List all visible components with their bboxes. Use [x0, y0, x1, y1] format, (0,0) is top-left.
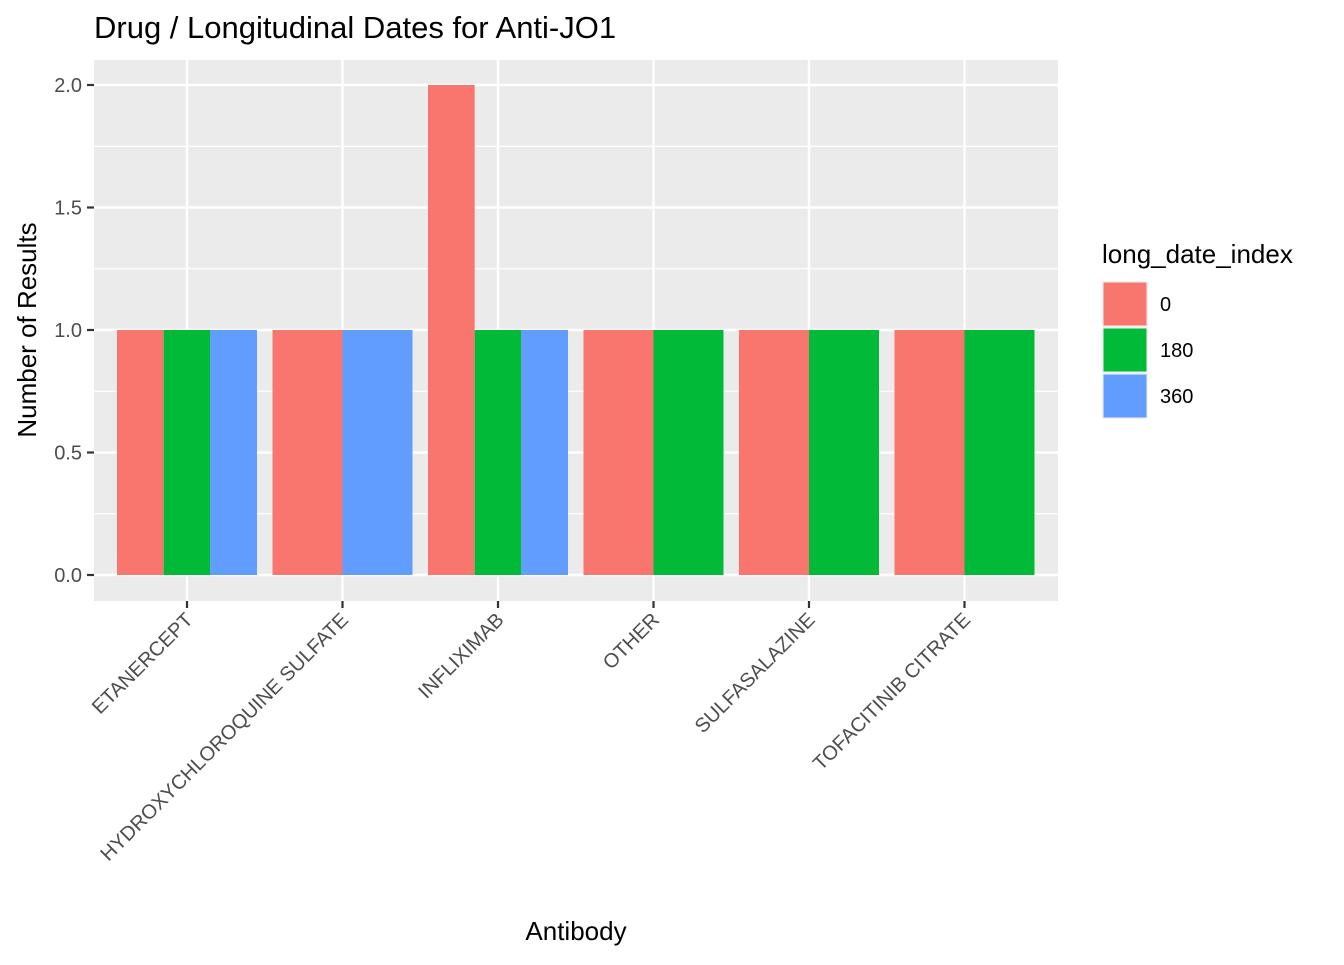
bar — [964, 330, 1035, 575]
y-axis: 0.0 0.5 1.0 1.5 2.0 — [54, 75, 94, 587]
bar — [583, 330, 654, 575]
bars — [117, 85, 1035, 575]
legend-key — [1103, 282, 1147, 326]
bar — [210, 330, 257, 575]
y-tick-label: 2.0 — [54, 75, 82, 97]
legend-key — [1103, 328, 1147, 372]
legend-label: 180 — [1160, 340, 1193, 362]
bar — [739, 330, 809, 575]
bar — [272, 330, 343, 575]
bar — [428, 85, 475, 575]
y-tick-label: 1.0 — [54, 320, 82, 342]
x-tick-label: HYDROXYCHLOROQUINE SULFATE — [96, 609, 353, 866]
bar — [342, 330, 413, 575]
legend-label: 360 — [1160, 386, 1193, 408]
x-tick-label: SULFASALAZINE — [691, 609, 820, 738]
legend: long_date_index 0 180 360 — [1102, 239, 1293, 419]
bar — [521, 330, 568, 575]
x-tick-label: ETANERCEPT — [88, 609, 198, 719]
bar — [474, 330, 522, 575]
bar — [163, 330, 211, 575]
legend-key — [1103, 374, 1147, 418]
y-tick-label: 0.5 — [54, 443, 82, 465]
legend-label: 0 — [1160, 294, 1171, 316]
legend-title: long_date_index — [1102, 239, 1293, 269]
bar — [653, 330, 724, 575]
bar — [117, 330, 164, 575]
bar — [809, 330, 879, 575]
x-axis-label: Antibody — [525, 916, 626, 946]
y-axis-label: Number of Results — [12, 222, 42, 437]
x-tick-label: OTHER — [599, 609, 664, 674]
x-tick-label: INFLIXIMAB — [414, 609, 508, 703]
x-tick-label: TOFACITINIB CITRATE — [809, 609, 975, 775]
y-tick-label: 1.5 — [54, 198, 82, 220]
y-tick-label: 0.0 — [54, 565, 82, 587]
bar — [894, 330, 965, 575]
chart-title: Drug / Longitudinal Dates for Anti-JO1 — [94, 10, 616, 45]
